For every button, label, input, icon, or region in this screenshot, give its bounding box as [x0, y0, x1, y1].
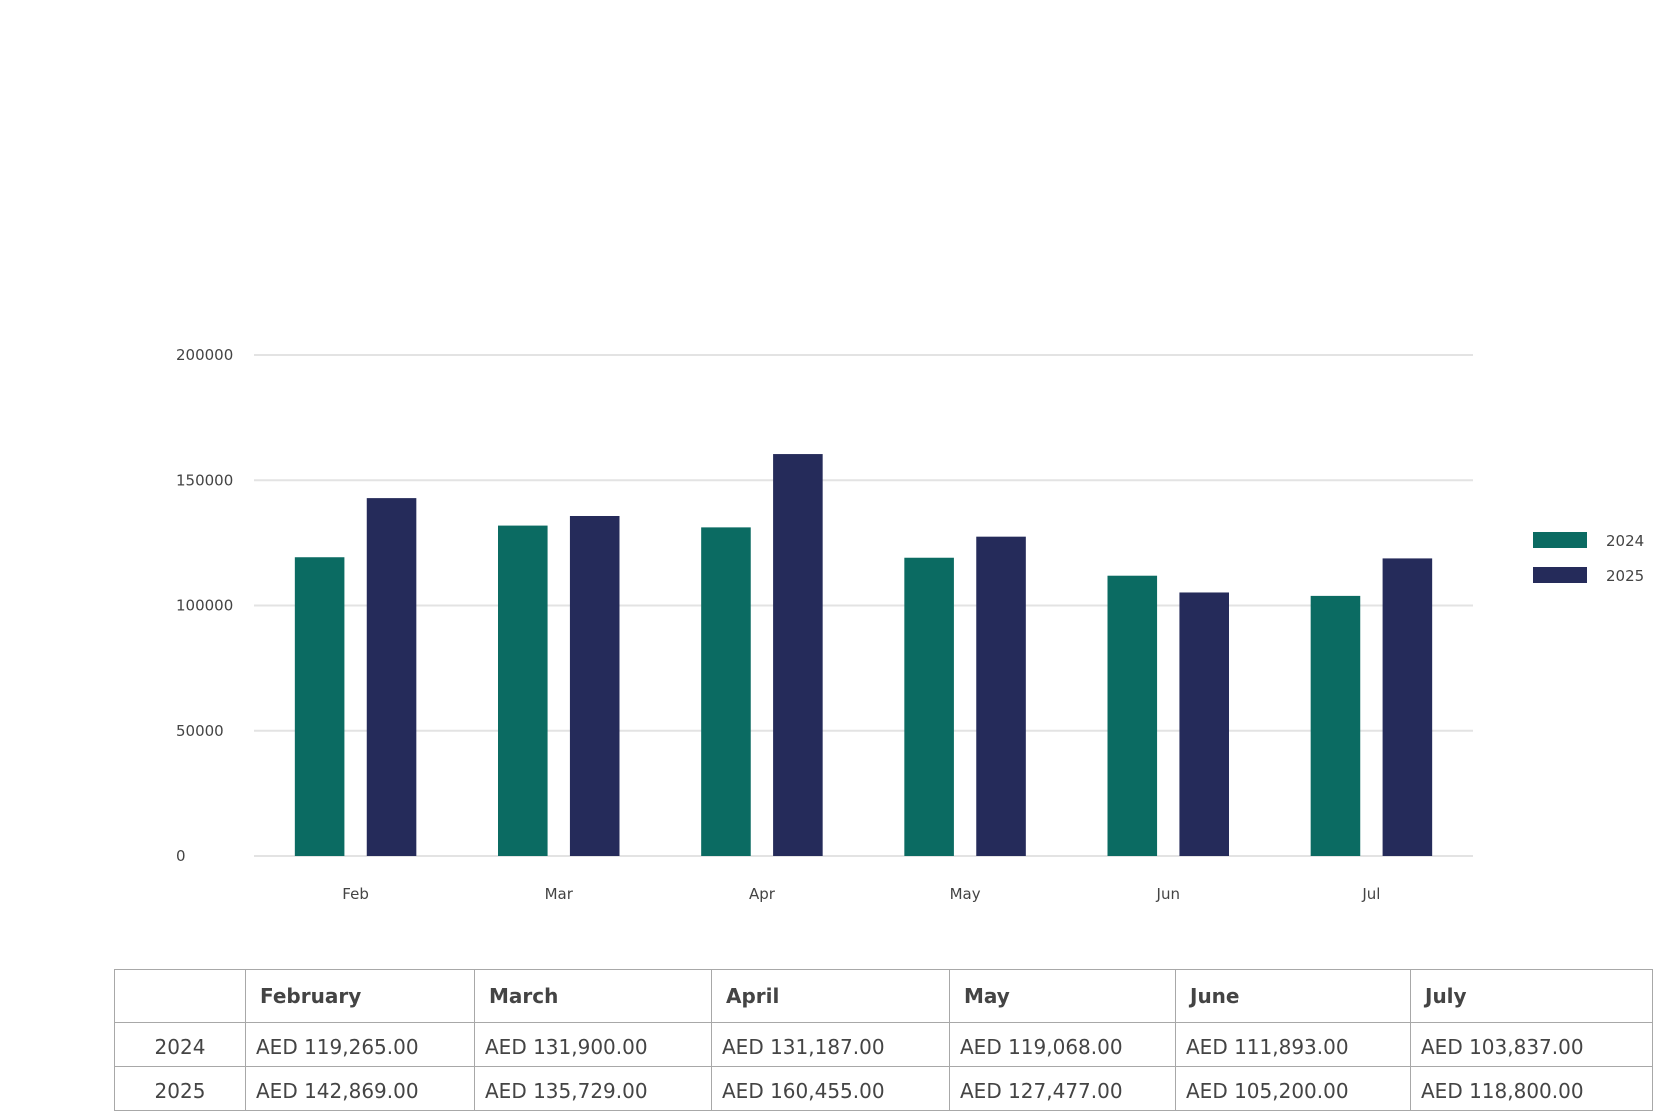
table-cell: AED 103,837.00: [1410, 1022, 1653, 1067]
table-cell: AED 119,068.00: [949, 1022, 1176, 1067]
table-cell: AED 160,455.00: [711, 1066, 950, 1111]
table-cell: AED 127,477.00: [949, 1066, 1176, 1111]
header-cell: June: [1175, 969, 1411, 1023]
bar-2024: [498, 525, 548, 856]
row-label: 2024: [114, 1022, 246, 1067]
legend-label: 2024: [1606, 532, 1644, 550]
bar-2024: [701, 527, 751, 856]
bar-2025: [1382, 558, 1433, 856]
table-cell: AED 118,800.00: [1410, 1066, 1653, 1111]
header-cell: March: [474, 969, 712, 1023]
x-tick-label: Jun: [1156, 885, 1180, 903]
y-tick-label: 100000: [176, 597, 233, 615]
header-cell: [114, 969, 246, 1023]
bar-2024: [1310, 595, 1361, 856]
bar-2025: [976, 536, 1026, 856]
bar-2025: [569, 515, 620, 856]
x-tick-label: Mar: [545, 885, 574, 903]
bar-2024: [904, 557, 954, 856]
y-tick-label: 0: [176, 847, 186, 865]
row-label: 2025: [114, 1066, 246, 1111]
table-cell: AED 135,729.00: [474, 1066, 712, 1111]
header-cell: April: [711, 969, 950, 1023]
table-cell: AED 131,187.00: [711, 1022, 950, 1067]
legend-label: 2025: [1606, 567, 1644, 585]
y-tick-label: 50000: [176, 722, 224, 740]
x-tick-label: Apr: [749, 885, 776, 903]
bar-2025: [366, 498, 417, 856]
y-tick-label: 200000: [176, 346, 233, 364]
header-cell: May: [949, 969, 1176, 1023]
bar-2024: [1107, 575, 1158, 856]
table-cell: AED 105,200.00: [1175, 1066, 1411, 1111]
legend-swatch-2025: [1533, 567, 1587, 583]
bar-2024: [294, 557, 345, 856]
table-header-row: February March April May June July: [114, 969, 1653, 1023]
x-tick-label: Jul: [1361, 885, 1380, 903]
header-cell: July: [1410, 969, 1653, 1023]
table-row: 2025 AED 142,869.00 AED 135,729.00 AED 1…: [114, 1066, 1653, 1111]
table-cell: AED 119,265.00: [245, 1022, 475, 1067]
table-cell: AED 131,900.00: [474, 1022, 712, 1067]
bar-2025: [773, 454, 823, 856]
y-tick-label: 150000: [176, 471, 233, 489]
bar-2025: [1179, 592, 1229, 856]
legend-swatch-2024: [1533, 532, 1587, 548]
x-tick-label: May: [950, 885, 981, 903]
table-row: 2024 AED 119,265.00 AED 131,900.00 AED 1…: [114, 1022, 1653, 1067]
table-cell: AED 111,893.00: [1175, 1022, 1411, 1067]
data-table: February March April May June July 2024 …: [114, 969, 1653, 1111]
bar-chart: 0 50000 100000 150000 200000 Feb Mar Apr May Jun J…: [176, 346, 1644, 903]
table-cell: AED 142,869.00: [245, 1066, 475, 1111]
x-tick-label: Feb: [342, 885, 369, 903]
header-cell: February: [245, 969, 475, 1023]
